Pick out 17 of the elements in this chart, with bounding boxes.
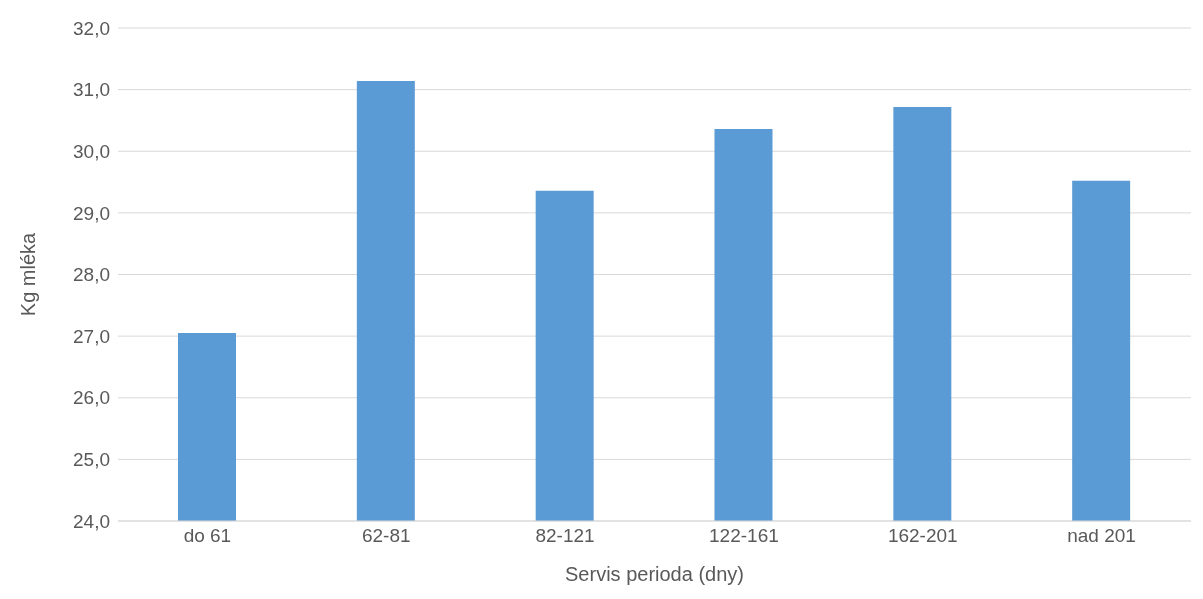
x-tick-label: 122-161 bbox=[709, 525, 779, 547]
y-tick-label: 29,0 bbox=[73, 202, 110, 224]
x-tick-label: 162-201 bbox=[887, 525, 958, 547]
x-tick-label: nad 201 bbox=[1067, 525, 1136, 547]
y-axis-title: Kg mléka bbox=[17, 231, 40, 317]
y-tick-label: 31,0 bbox=[73, 79, 110, 101]
y-tick-label: 27,0 bbox=[73, 325, 110, 347]
x-axis-title: Servis perioda (dny) bbox=[565, 563, 744, 585]
y-tick-label: 26,0 bbox=[73, 387, 110, 409]
x-tick-label: 62-81 bbox=[361, 525, 411, 547]
x-tick-label: do 61 bbox=[183, 525, 232, 547]
y-tick-label: 32,0 bbox=[73, 17, 110, 39]
y-tick-label: 28,0 bbox=[73, 264, 110, 286]
y-tick-label: 25,0 bbox=[73, 449, 110, 471]
x-tick-label: 82-121 bbox=[535, 525, 595, 547]
y-tick-label: 30,0 bbox=[73, 140, 110, 162]
y-tick-label: 24,0 bbox=[73, 510, 110, 532]
